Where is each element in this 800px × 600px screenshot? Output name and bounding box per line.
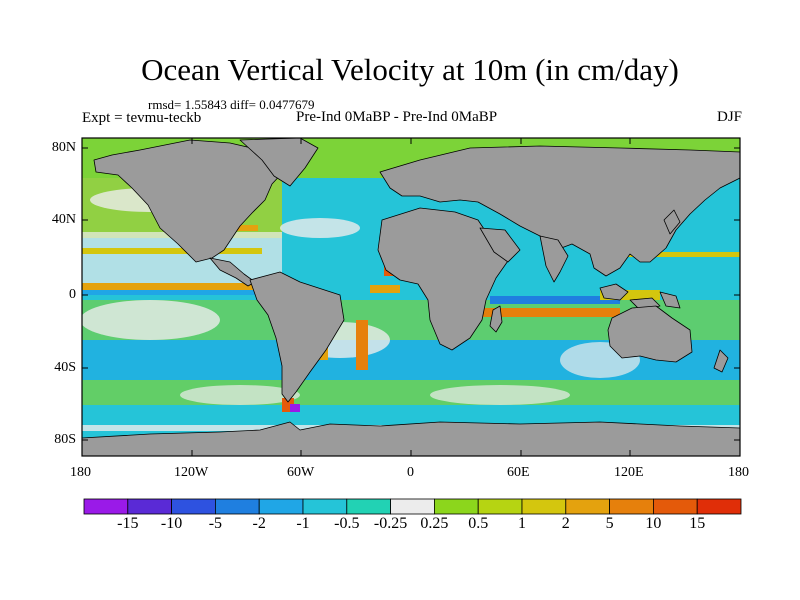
axis-ticks — [81, 138, 741, 456]
lat-label-40n: 40N — [51, 212, 76, 227]
colorbar-label: -0.25 — [373, 515, 408, 532]
madagascar-land — [489, 305, 503, 333]
colorbar-label: 15 — [689, 515, 706, 532]
arabia-land — [479, 227, 521, 263]
lat-label-80s: 80S — [54, 432, 76, 447]
colorbar-box — [83, 498, 129, 515]
colorbar-label: 0.25 — [420, 515, 449, 532]
colorbar-label: 2 — [561, 515, 570, 532]
lon-label-60w: 60W — [287, 465, 315, 480]
colorbar-box — [609, 498, 654, 515]
lon-label-120w: 120W — [174, 465, 209, 480]
colorbar-box — [521, 498, 567, 515]
south-america-land — [249, 271, 345, 403]
colorbar-box — [696, 498, 742, 515]
new-zealand-land — [713, 349, 729, 373]
map-title: Ocean Vertical Velocity at 10m (in cm/da… — [141, 52, 679, 87]
colorbar-label: -5 — [208, 515, 223, 532]
colorbar-label: -0.5 — [334, 515, 360, 532]
equatorial-bands — [82, 248, 740, 317]
comparison-label: Pre-Ind 0MaBP - Pre-Ind 0MaBP — [296, 109, 498, 125]
australia-land — [607, 305, 693, 363]
colorbar-box — [127, 498, 173, 515]
lon-label-180w: 180 — [70, 465, 91, 480]
stats-line: rmsd= 1.55843 diff= 0.0477679 — [148, 97, 315, 112]
colorbar-box — [477, 498, 523, 515]
experiment-label: Expt = tevmu-teckb — [82, 110, 202, 126]
lon-label-60e: 60E — [507, 465, 530, 480]
colorbar-label: -1 — [296, 515, 310, 532]
colorbar-box — [346, 498, 391, 515]
colorbar-box — [390, 498, 435, 515]
colorbar-box — [302, 498, 348, 515]
map-panel — [82, 138, 740, 456]
colorbar — [83, 498, 742, 515]
colorbar-label: -2 — [252, 515, 266, 532]
africa-land — [377, 207, 511, 351]
colorbar-box — [565, 498, 610, 515]
colorbar-label: -10 — [160, 515, 183, 532]
colorbar-label: 10 — [645, 515, 662, 532]
india-land — [539, 235, 569, 283]
lon-label-180e: 180 — [728, 465, 749, 480]
landmasses — [82, 138, 740, 456]
japan-land — [663, 209, 681, 235]
antarctica-land — [82, 421, 740, 456]
greenland-land — [239, 138, 319, 187]
colorbar-box — [653, 498, 698, 515]
colorbar-label: 0.5 — [468, 515, 489, 532]
southeast-asia-land — [599, 283, 681, 311]
colorbar-box — [214, 498, 260, 515]
colorbar-box — [433, 498, 479, 515]
lat-label-40s: 40S — [54, 360, 76, 375]
colorbar-label: 5 — [605, 515, 614, 532]
colorbar-label: -15 — [117, 515, 139, 532]
season-label: DJF — [716, 109, 742, 125]
lat-label-80n: 80N — [51, 140, 76, 155]
colorbar-label: 1 — [518, 515, 526, 532]
eurasia-land — [379, 145, 740, 277]
lon-label-120e: 120E — [614, 465, 644, 480]
lon-label-0: 0 — [407, 465, 414, 480]
colorbar-box — [258, 498, 304, 515]
lat-label-0: 0 — [69, 287, 76, 302]
colorbar-box — [171, 498, 216, 515]
